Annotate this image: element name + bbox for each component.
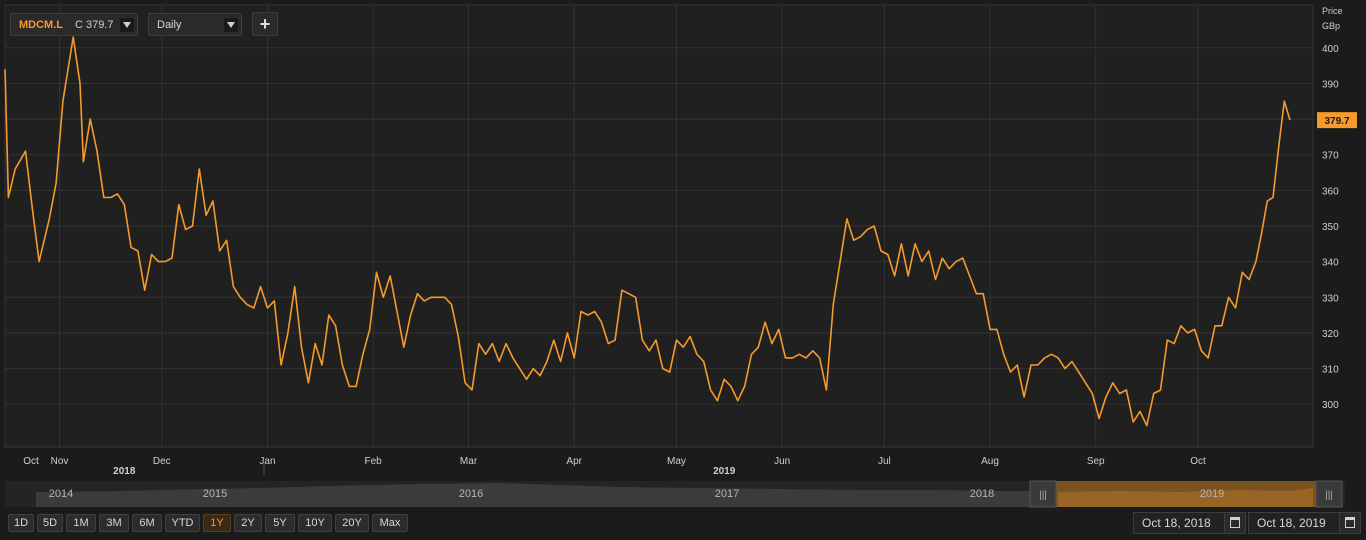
chevron-down-icon[interactable] (224, 18, 238, 32)
navigator-year-label: 2017 (715, 488, 739, 500)
right-handle-grip: ||| (1325, 490, 1333, 501)
navigator-year-label: 2018 (970, 488, 994, 500)
y-axis-label-line2: GBp (1322, 21, 1340, 31)
chevron-down-icon[interactable] (120, 18, 134, 32)
range-button-ytd[interactable]: YTD (165, 514, 200, 532)
calendar-icon[interactable] (1224, 512, 1246, 534)
range-button-5d[interactable]: 5D (37, 514, 63, 532)
range-button-2y[interactable]: 2Y (234, 514, 262, 532)
range-button-1m[interactable]: 1M (66, 514, 96, 532)
y-axis-label-line1: Price (1322, 6, 1343, 16)
range-button-6m[interactable]: 6M (132, 514, 162, 532)
range-button-3m[interactable]: 3M (99, 514, 129, 532)
navigator-left-handle[interactable] (1029, 480, 1057, 508)
last-price-badge: 379.7 (1317, 112, 1357, 129)
navigator-year-label: 2019 (1200, 488, 1224, 500)
x-tick-label: Sep (1087, 456, 1105, 467)
x-year-label: 2019 (713, 466, 736, 477)
x-tick-label: Dec (153, 456, 171, 467)
x-year-label: 2018 (113, 466, 136, 477)
y-tick-label: 330 (1322, 293, 1339, 304)
start-date-input[interactable]: Oct 18, 2018 (1133, 512, 1243, 534)
left-handle-grip: ||| (1039, 490, 1047, 501)
x-tick-label: Oct (23, 456, 39, 467)
y-tick-label: 300 (1322, 400, 1339, 411)
y-tick-label: 350 (1322, 222, 1339, 233)
y-tick-label: 370 (1322, 151, 1339, 162)
navigator[interactable]: 2014 2015 2016 2017 2018 2019 ||| ||| (5, 480, 1345, 508)
y-tick-label: 340 (1322, 258, 1339, 269)
x-tick-label: Feb (364, 456, 382, 467)
x-tick-label: Aug (981, 456, 999, 467)
x-tick-label: May (667, 456, 686, 467)
close-price-label: C 379.7 (75, 19, 114, 31)
x-tick-label: Apr (566, 456, 582, 467)
range-button-1y[interactable]: 1Y (203, 514, 231, 532)
y-tick-label: 360 (1322, 186, 1339, 197)
interval-selector[interactable]: Daily (148, 13, 242, 36)
symbol-selector[interactable]: MDCM.L C 379.7 (10, 13, 138, 36)
range-button-max[interactable]: Max (372, 514, 408, 532)
symbol-label: MDCM.L (19, 19, 63, 31)
y-tick-label: 400 (1322, 44, 1339, 55)
navigator-year-label: 2014 (49, 488, 73, 500)
y-tick-label: 390 (1322, 79, 1339, 90)
navigator-year-label: 2015 (203, 488, 227, 500)
navigator-right-handle[interactable] (1315, 480, 1343, 508)
navigator-year-label: 2016 (459, 488, 483, 500)
y-tick-label: 310 (1322, 365, 1339, 376)
range-button-1d[interactable]: 1D (8, 514, 34, 532)
last-price-label: 379.7 (1324, 116, 1349, 127)
price-series-line (4, 36, 1291, 427)
interval-label: Daily (157, 19, 182, 31)
range-button-10y[interactable]: 10Y (298, 514, 332, 532)
range-button-5y[interactable]: 5Y (265, 514, 295, 532)
x-tick-label: Jul (878, 456, 891, 467)
x-tick-label: Mar (460, 456, 478, 467)
x-tick-label: Jun (774, 456, 790, 467)
x-tick-label: Nov (51, 456, 69, 467)
end-date-input[interactable]: Oct 18, 2019 (1248, 512, 1358, 534)
calendar-icon[interactable] (1339, 512, 1361, 534)
x-tick-label: Jan (259, 456, 275, 467)
y-tick-label: 320 (1322, 329, 1339, 340)
x-tick-label: Oct (1190, 456, 1206, 467)
add-button[interactable]: + (252, 12, 278, 36)
range-button-20y[interactable]: 20Y (335, 514, 369, 532)
